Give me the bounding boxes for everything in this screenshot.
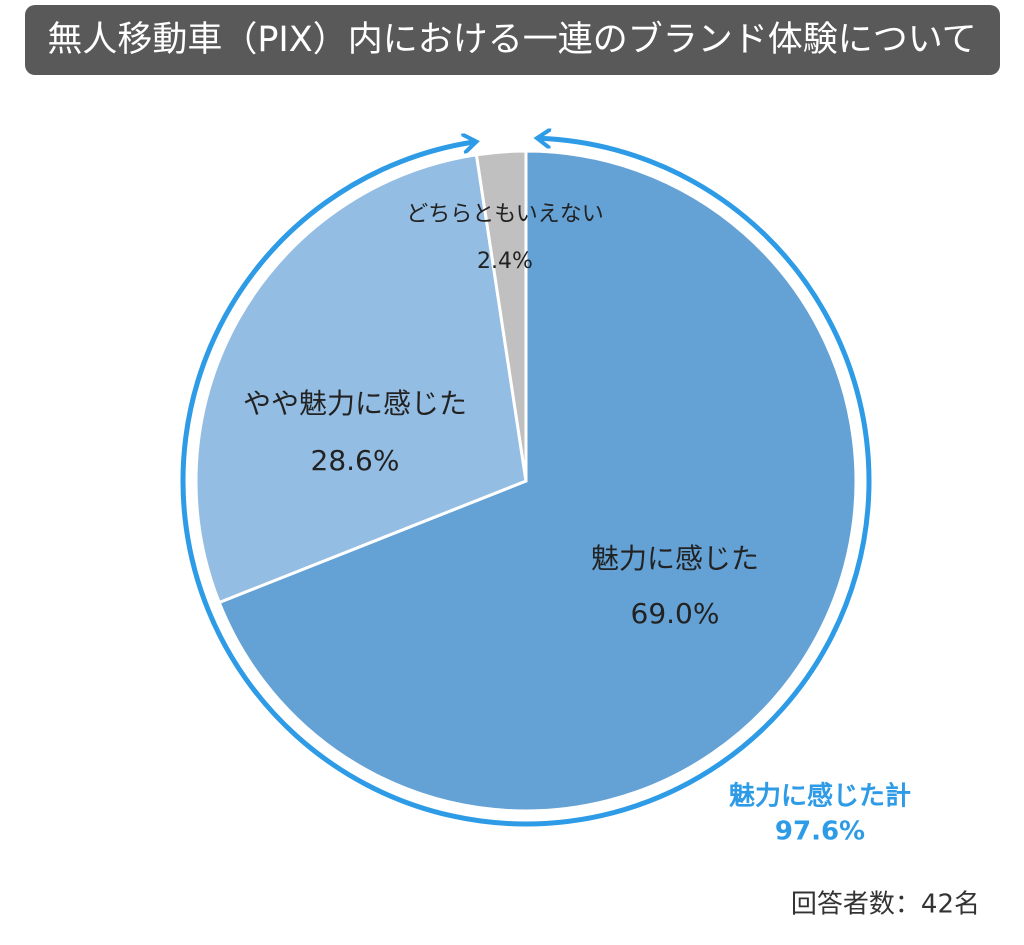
slice-value-label: 2.4%	[477, 249, 533, 274]
total-value-label: 97.6%	[775, 817, 865, 847]
slice-label: やや魅力に感じた	[243, 387, 467, 420]
slice-label: 魅力に感じた	[591, 542, 759, 575]
pie-slice	[217, 149, 858, 813]
slice-label: どちらともいえない	[406, 202, 604, 227]
title-bar	[25, 5, 1000, 75]
total-arc	[180, 138, 872, 827]
slice-value-label: 28.6%	[311, 444, 400, 477]
note: 回答者数：42名	[791, 890, 980, 920]
total-label: 魅力に感じた計	[729, 781, 911, 812]
slice-value-label: 69.0%	[631, 597, 720, 630]
pie-slice	[194, 153, 528, 605]
chart-title: 無人移動車（PIX）内における一連のブランド体験について	[47, 20, 976, 60]
